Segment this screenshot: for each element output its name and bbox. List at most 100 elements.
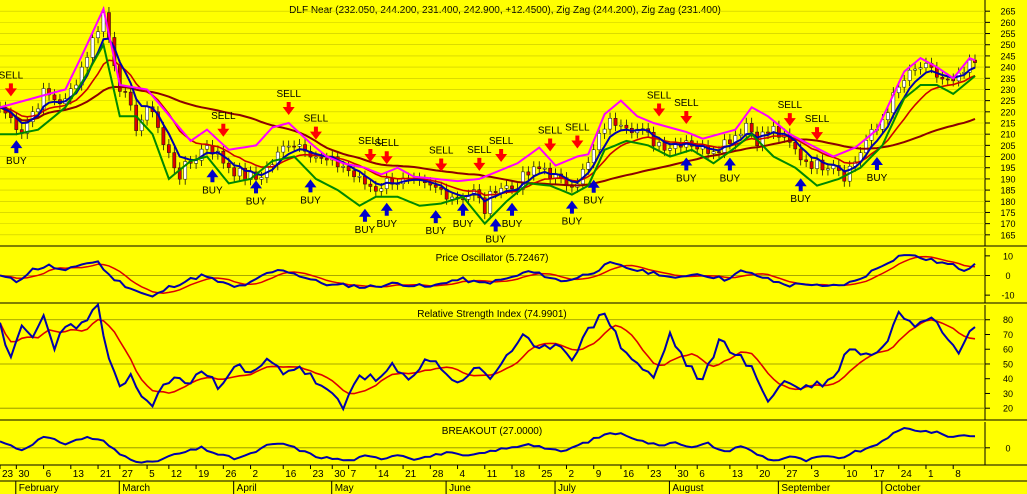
x-axis-day-label: 14: [378, 469, 390, 480]
price-bar-body: [902, 80, 907, 88]
price-bar-body: [379, 188, 384, 192]
price-bar-body: [597, 133, 602, 151]
buy-label: BUY: [425, 226, 446, 237]
rsi-panel: Relative Strength Index (74.9901) 80 70 60…: [0, 302, 1027, 421]
price-bar-body: [668, 148, 672, 151]
sell-label: SELL: [467, 145, 492, 156]
price-oscillator-panel: Price Oscillator (5.72467) 10 0 -10: [0, 248, 1027, 304]
ema-slow-line: [0, 59, 976, 197]
x-axis-day-label: 16: [285, 469, 297, 480]
price-oscillator-axis-tick-label: -10: [1001, 291, 1014, 301]
breakout-line: [0, 426, 976, 464]
price-bar-body: [907, 69, 912, 81]
x-axis-day-label: 4: [460, 469, 466, 480]
price-bar-body: [123, 91, 128, 93]
price-bar-body: [940, 76, 945, 80]
price-axis-tick-label: 220: [1000, 107, 1015, 117]
sell-arrow: [544, 138, 557, 152]
buy-arrow: [429, 210, 442, 224]
price-axis-tick-label: 185: [1000, 186, 1015, 196]
buy-label: BUY: [355, 225, 376, 236]
x-axis-day-label: 3: [814, 469, 820, 480]
price-bar-body: [918, 67, 923, 70]
sell-label: SELL: [647, 90, 672, 101]
price-bar-body: [373, 186, 378, 192]
buy-arrow: [206, 169, 219, 183]
price-axis-tick-label: 180: [1000, 197, 1015, 207]
buy-arrow: [304, 179, 317, 193]
price-axis-tick-label: 240: [1000, 63, 1015, 73]
x-axis-day-label: 5: [149, 469, 155, 480]
price-bar-body: [728, 139, 732, 145]
price-bar-body: [341, 166, 346, 168]
price-bar-body: [281, 145, 286, 153]
x-axis-day-label: 1: [928, 469, 934, 480]
x-axis-month-label: July: [558, 483, 576, 494]
price-bar-body: [357, 176, 362, 178]
buy-arrow: [506, 202, 519, 216]
zigzag-high-line: [0, 5, 976, 183]
buy-label: BUY: [867, 173, 888, 184]
sell-arrow: [380, 151, 393, 165]
price-bar-body: [319, 156, 324, 159]
sell-arrow: [783, 113, 796, 127]
price-bar-body: [226, 162, 231, 168]
sell-arrow: [217, 123, 230, 137]
buy-label: BUY: [246, 196, 267, 207]
price-axis-tick-label: 195: [1000, 163, 1015, 173]
buy-arrow: [489, 218, 502, 232]
buy-label: BUY: [720, 174, 741, 185]
x-axis-day-label: 24: [901, 469, 913, 480]
price-bar-body: [526, 171, 531, 176]
price-bar-body: [820, 159, 825, 171]
x-axis-day-label: 27: [786, 469, 798, 480]
price-bar-body: [433, 184, 438, 188]
price-axis-tick-label: 200: [1000, 152, 1015, 162]
sell-arrow: [4, 83, 17, 97]
price-bar-body: [531, 166, 536, 176]
x-axis-day-label: 17: [874, 469, 886, 480]
price-bar-body: [450, 196, 454, 200]
price-bar-body: [771, 126, 776, 134]
price-axis-tick-label: 205: [1000, 141, 1015, 151]
rsi-line: [0, 302, 976, 412]
buy-arrow: [680, 157, 693, 171]
breakout-panel: BREAKOUT (27.0000) 0: [0, 422, 1027, 466]
price-bar-body: [624, 124, 629, 129]
sell-label: SELL: [674, 98, 699, 109]
price-bar-body: [542, 167, 547, 170]
price-bar-body: [156, 111, 160, 128]
price-axis-tick-label: 190: [1000, 174, 1015, 184]
price-bar-body: [286, 145, 291, 148]
price-bar-body: [619, 124, 623, 127]
price-bar-body: [913, 68, 917, 71]
price-oscillator-title: Price Oscillator (5.72467): [436, 253, 549, 264]
buy-label: BUY: [583, 196, 604, 207]
rsi-title: Relative Strength Index (74.9901): [417, 309, 567, 320]
buy-arrow: [250, 180, 263, 194]
x-axis-day-label: 21: [405, 469, 417, 480]
price-bar-body: [172, 152, 177, 169]
price-bar-body: [161, 127, 166, 145]
buy-label: BUY: [502, 219, 523, 230]
price-axis-tick-label: 255: [1000, 29, 1015, 39]
x-axis-day-label: 23: [650, 469, 662, 480]
price-bar-body: [586, 162, 591, 170]
rsi-axis-tick-label: 30: [1003, 389, 1013, 399]
buy-arrow: [723, 157, 736, 171]
price-bar-body: [292, 145, 296, 148]
buy-arrow: [870, 156, 883, 170]
price-bar-body: [717, 151, 721, 153]
price-bar-body: [324, 158, 329, 161]
sell-label: SELL: [489, 136, 514, 147]
price-bar-body: [608, 118, 612, 130]
breakout-axis-tick-label: 0: [1005, 443, 1010, 453]
price-bar-body: [967, 59, 972, 73]
sell-label: SELL: [358, 136, 383, 147]
price-bar-body: [711, 151, 716, 154]
price-bar-body: [896, 86, 901, 93]
ema-fast-line: [0, 37, 976, 203]
price-bar-body: [52, 94, 57, 100]
x-axis-month-label: April: [237, 483, 257, 494]
price-bar-body: [482, 197, 487, 214]
